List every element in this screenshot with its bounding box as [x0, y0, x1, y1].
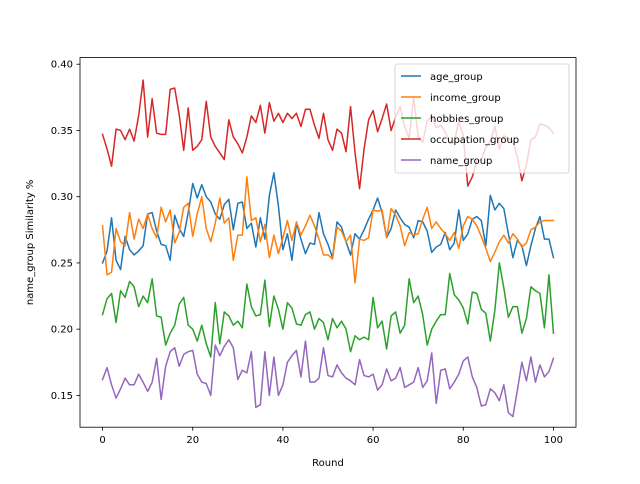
x-tick-label: 40: [277, 435, 290, 446]
legend-label-hobbies-group: hobbies_group: [430, 114, 503, 125]
x-tick-label: 100: [544, 435, 563, 446]
y-tick-label: 0.15: [51, 391, 73, 402]
x-axis-label: Round: [312, 458, 344, 469]
y-axis-ticks: 0.15 0.20 0.25 0.30 0.35 0.40: [51, 60, 80, 402]
legend-label-income-group: income_group: [430, 93, 501, 104]
x-tick-label: 80: [457, 435, 470, 446]
x-tick-label: 20: [186, 435, 199, 446]
y-tick-label: 0.30: [51, 192, 73, 203]
legend-label-occupation-group: occupation_group: [430, 135, 519, 146]
y-tick-label: 0.25: [51, 258, 73, 269]
axes: [79, 57, 577, 428]
series-line-income-group: [101, 176, 555, 284]
legend-box: [394, 63, 570, 174]
legend-label-age-group: age_group: [430, 72, 483, 83]
y-tick-label: 0.35: [51, 126, 73, 137]
series-line-hobbies-group: [101, 262, 555, 358]
series-line-name-group: [101, 339, 555, 418]
legend: age_group income_group hobbies_groupoccupa…: [394, 63, 570, 174]
legend-label-name-group: name_group: [430, 156, 492, 167]
y-axis-label: name_group Similarity %: [25, 180, 36, 306]
y-tick-label: 0.40: [51, 60, 73, 71]
x-tick-label: 0: [99, 435, 105, 446]
x-tick-label: 60: [367, 435, 380, 446]
x-axis-ticks: 0 20 40 60 80 100: [99, 427, 563, 446]
series-line-age-group: [101, 172, 555, 271]
plot-frame: [79, 57, 577, 428]
y-tick-label: 0.20: [51, 325, 73, 336]
